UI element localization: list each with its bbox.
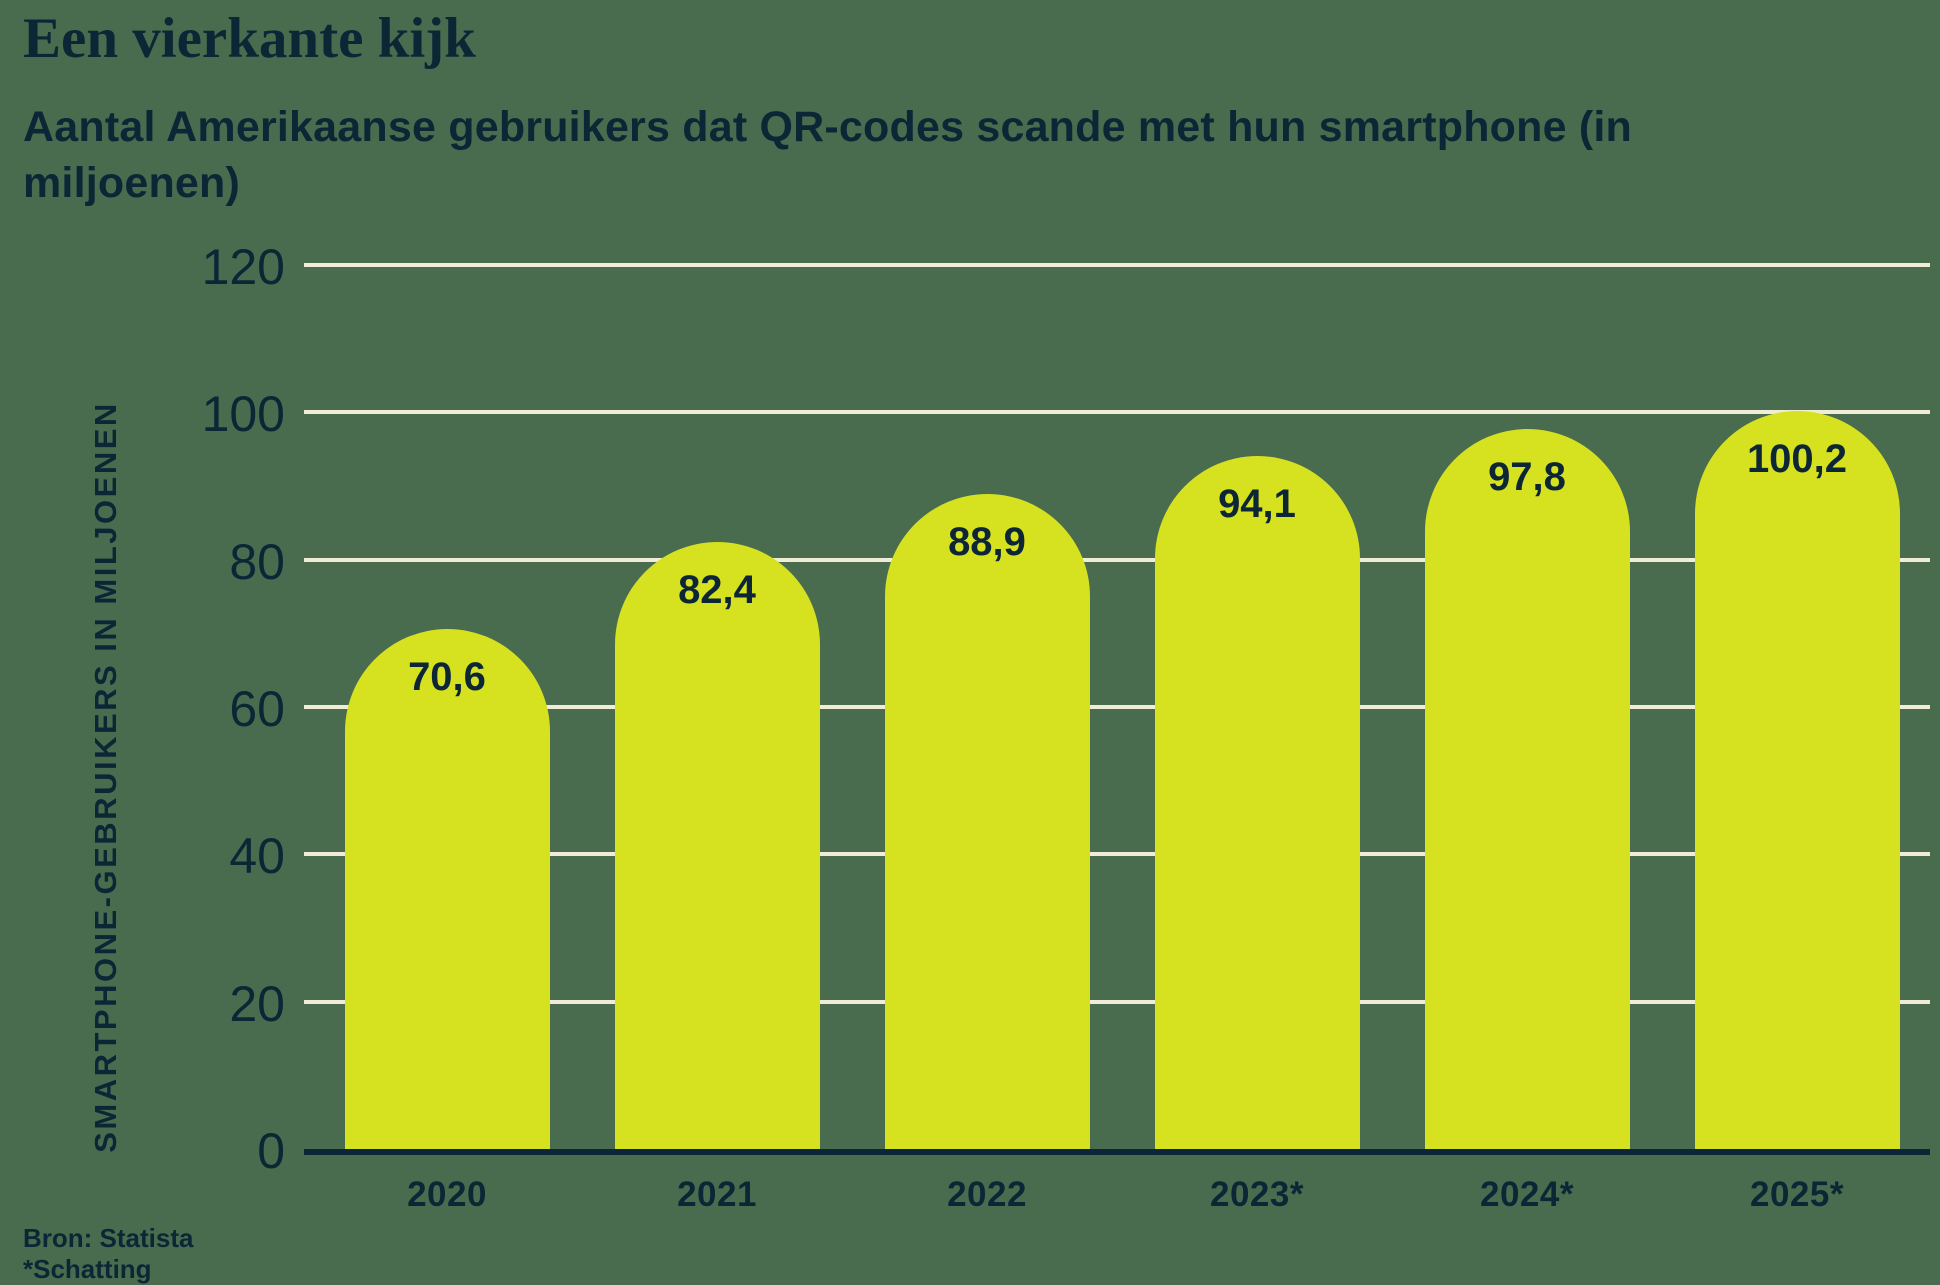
bar-value-label: 97,8 — [1488, 454, 1566, 499]
subtitle-line-1: Aantal Amerikaanse gebruikers dat QR-cod… — [23, 103, 1633, 151]
bar-2022: 88,9 — [884, 494, 1090, 1149]
y-tick-label-40: 40 — [229, 828, 285, 885]
y-tick-label-120: 120 — [201, 239, 285, 295]
bar-2025*: 100,2 — [1694, 410, 1900, 1149]
x-tick-label-2020: 2020 — [407, 1175, 487, 1214]
y-axis-tick-labels: 0 20 40 60 80 100 120 — [0, 0, 285, 1282]
gridline-60 — [304, 705, 1930, 709]
plot-area: 70,6 82,4 88,9 94,1 97,8 100,2 — [304, 263, 1930, 1155]
bar-value-label: 88,9 — [948, 520, 1026, 565]
source-note: Bron: Statista *Schatting — [23, 1223, 193, 1285]
gridline-20 — [304, 999, 1930, 1004]
y-tick-label-100: 100 — [201, 386, 285, 443]
y-tick-label-80: 80 — [229, 533, 285, 590]
subtitle-line-2: miljoenen) — [23, 159, 241, 207]
bar-2023*: 94,1 — [1154, 455, 1360, 1149]
x-tick-label-2025*: 2025* — [1750, 1175, 1844, 1214]
gridline-40 — [304, 852, 1930, 857]
page-title: Een vierkante kijk — [23, 7, 476, 70]
gridline-120 — [304, 263, 1930, 267]
x-tick-label-2023*: 2023* — [1210, 1175, 1304, 1214]
bar-2021: 82,4 — [614, 542, 820, 1149]
bar-value-label: 100,2 — [1746, 436, 1848, 481]
gridline-80 — [304, 557, 1930, 562]
x-tick-label-2022: 2022 — [947, 1175, 1027, 1214]
bar-value-label: 94,1 — [1218, 481, 1296, 526]
footnote-text: *Schatting — [23, 1254, 152, 1284]
x-axis-line — [304, 1149, 1930, 1155]
y-tick-label-60: 60 — [229, 681, 285, 737]
source-text: Bron: Statista — [23, 1223, 194, 1253]
bar-2024*: 97,8 — [1424, 428, 1630, 1149]
x-tick-label-2021: 2021 — [677, 1175, 757, 1214]
bar-2020: 70,6 — [344, 628, 550, 1149]
x-axis-tick-labels: 2020 2021 2022 2023* 2024* 2025* — [304, 1172, 1930, 1224]
bar-value-label: 70,6 — [408, 654, 486, 699]
y-tick-label-20: 20 — [229, 975, 285, 1032]
y-tick-label-0: 0 — [257, 1123, 285, 1179]
gridline-100 — [304, 410, 1930, 415]
x-tick-label-2024*: 2024* — [1480, 1175, 1574, 1214]
chart-subtitle: Aantal Amerikaanse gebruikers dat QR-cod… — [23, 99, 1632, 211]
bar-value-label: 82,4 — [678, 568, 756, 612]
